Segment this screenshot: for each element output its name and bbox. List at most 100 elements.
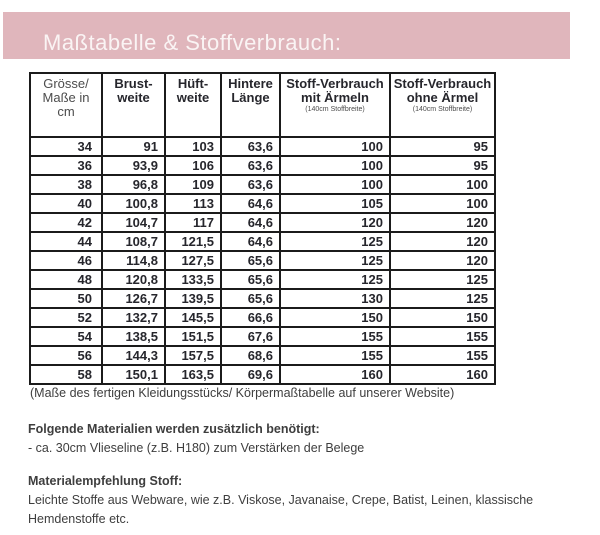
column-header-line: weite (117, 90, 150, 105)
table-cell: 139,5 (165, 289, 221, 308)
table-row: 42 104,7 117 64,6 120 120 (30, 213, 495, 232)
table-cell: 155 (390, 346, 495, 365)
column-header: Brust-weite (102, 73, 165, 137)
table-cell: 113 (165, 194, 221, 213)
table-cell: 120,8 (102, 270, 165, 289)
table-cell: 50 (30, 289, 102, 308)
table-row: 36 93,9 106 63,6 100 95 (30, 156, 495, 175)
table-cell: 52 (30, 308, 102, 327)
additional-materials-note: Folgende Materialien werden zusätzlich b… (28, 420, 364, 458)
table-cell: 125 (390, 270, 495, 289)
column-header-line: mit Ärmeln (301, 90, 369, 105)
fabric-recommendation-heading: Materialempfehlung Stoff: (28, 474, 183, 488)
table-cell: 96,8 (102, 175, 165, 194)
page-title: Maßtabelle & Stoffverbrauch: (43, 30, 342, 55)
table-cell: 67,6 (221, 327, 280, 346)
column-header-line: ohne Ärmel (406, 90, 479, 105)
table-cell: 125 (280, 270, 390, 289)
table-cell: 150 (280, 308, 390, 327)
table-cell: 65,6 (221, 251, 280, 270)
table-cell: 46 (30, 251, 102, 270)
table-row: 38 96,8 109 63,6 100 100 (30, 175, 495, 194)
table-cell: 117 (165, 213, 221, 232)
table-cell: 63,6 (221, 137, 280, 156)
fabric-recommendation-note: Materialempfehlung Stoff: Leichte Stoffe… (28, 472, 573, 529)
column-header-line: Stoff-Verbrauch (286, 76, 384, 91)
table-cell: 64,6 (221, 194, 280, 213)
table-cell: 65,6 (221, 270, 280, 289)
table-cell: 125 (280, 251, 390, 270)
table-row: 40 100,8 113 64,6 105 100 (30, 194, 495, 213)
table-cell: 44 (30, 232, 102, 251)
table-row: 54 138,5 151,5 67,6 155 155 (30, 327, 495, 346)
table-caption: (Maße des fertigen Kleidungsstücks/ Körp… (30, 386, 455, 400)
column-header-line: weite (176, 90, 210, 105)
table-cell: 36 (30, 156, 102, 175)
table-cell: 65,6 (221, 289, 280, 308)
table-cell: 100 (280, 156, 390, 175)
table-cell: 160 (390, 365, 495, 384)
table-cell: 93,9 (102, 156, 165, 175)
table-cell: 120 (390, 251, 495, 270)
table-row: 56 144,3 157,5 68,6 155 155 (30, 346, 495, 365)
column-header-line: Hüft- (177, 76, 209, 91)
column-header: Grösse/Maße in cm (30, 73, 102, 137)
table-cell: 120 (390, 213, 495, 232)
table-cell: 95 (390, 156, 495, 175)
table-cell: 120 (280, 213, 390, 232)
table-cell: 105 (280, 194, 390, 213)
table-row: 58 150,1 163,5 69,6 160 160 (30, 365, 495, 384)
table-cell: 155 (390, 327, 495, 346)
table-cell: 163,5 (165, 365, 221, 384)
column-header-note: (140cm Stoffbreite) (412, 106, 473, 113)
table-cell: 108,7 (102, 232, 165, 251)
table-cell: 125 (280, 232, 390, 251)
table-cell: 145,5 (165, 308, 221, 327)
table-cell: 91 (102, 137, 165, 156)
table-cell: 155 (280, 327, 390, 346)
table-cell: 125 (390, 289, 495, 308)
table-cell: 34 (30, 137, 102, 156)
table-cell: 126,7 (102, 289, 165, 308)
table-header-row: Grösse/Maße in cm Brust-weite Hüft-weite Hin… (30, 73, 495, 137)
table-cell: 48 (30, 270, 102, 289)
table-row: 50 126,7 139,5 65,6 130 125 (30, 289, 495, 308)
fabric-recommendation-body: Leichte Stoffe aus Webware, wie z.B. Vis… (28, 493, 534, 526)
table-cell: 54 (30, 327, 102, 346)
column-header-line: Stoff-Verbrauch (393, 76, 492, 91)
table-cell: 63,6 (221, 175, 280, 194)
table-cell: 127,5 (165, 251, 221, 270)
table-cell: 144,3 (102, 346, 165, 365)
column-header-line: Maße in (42, 90, 90, 105)
table-cell: 160 (280, 365, 390, 384)
table-row: 48 120,8 133,5 65,6 125 125 (30, 270, 495, 289)
table-cell: 130 (280, 289, 390, 308)
table-body: 34 91 103 63,6 100 95 36 93,9 106 63,6 100 95 38 96,8… (30, 137, 495, 384)
table-cell: 42 (30, 213, 102, 232)
table-cell: 133,5 (165, 270, 221, 289)
table-cell: 132,7 (102, 308, 165, 327)
column-header-line: Grösse/ (43, 76, 89, 91)
table-cell: 103 (165, 137, 221, 156)
table-row: 52 132,7 145,5 66,6 150 150 (30, 308, 495, 327)
table-cell: 100 (390, 175, 495, 194)
table-cell: 40 (30, 194, 102, 213)
size-fabric-table: Grösse/Maße in cm Brust-weite Hüft-weite Hin… (29, 72, 496, 385)
table-cell: 138,5 (102, 327, 165, 346)
column-header: Stoff-Verbrauch ohne Ärmel (140cm Stoffbre… (390, 73, 495, 137)
table-cell: 95 (390, 137, 495, 156)
title-bar: Maßtabelle & Stoffverbrauch: (3, 12, 570, 59)
table-header: Grösse/Maße in cm Brust-weite Hüft-weite Hin… (30, 73, 495, 137)
table-cell: 100 (390, 194, 495, 213)
table-cell: 66,6 (221, 308, 280, 327)
column-header-note: (140cm Stoffbreite) (305, 106, 365, 113)
table-cell: 100,8 (102, 194, 165, 213)
table-cell: 109 (165, 175, 221, 194)
table-cell: 104,7 (102, 213, 165, 232)
table-cell: 114,8 (102, 251, 165, 270)
table-row: 34 91 103 63,6 100 95 (30, 137, 495, 156)
table-cell: 69,6 (221, 365, 280, 384)
table-cell: 38 (30, 175, 102, 194)
table-cell: 100 (280, 137, 390, 156)
